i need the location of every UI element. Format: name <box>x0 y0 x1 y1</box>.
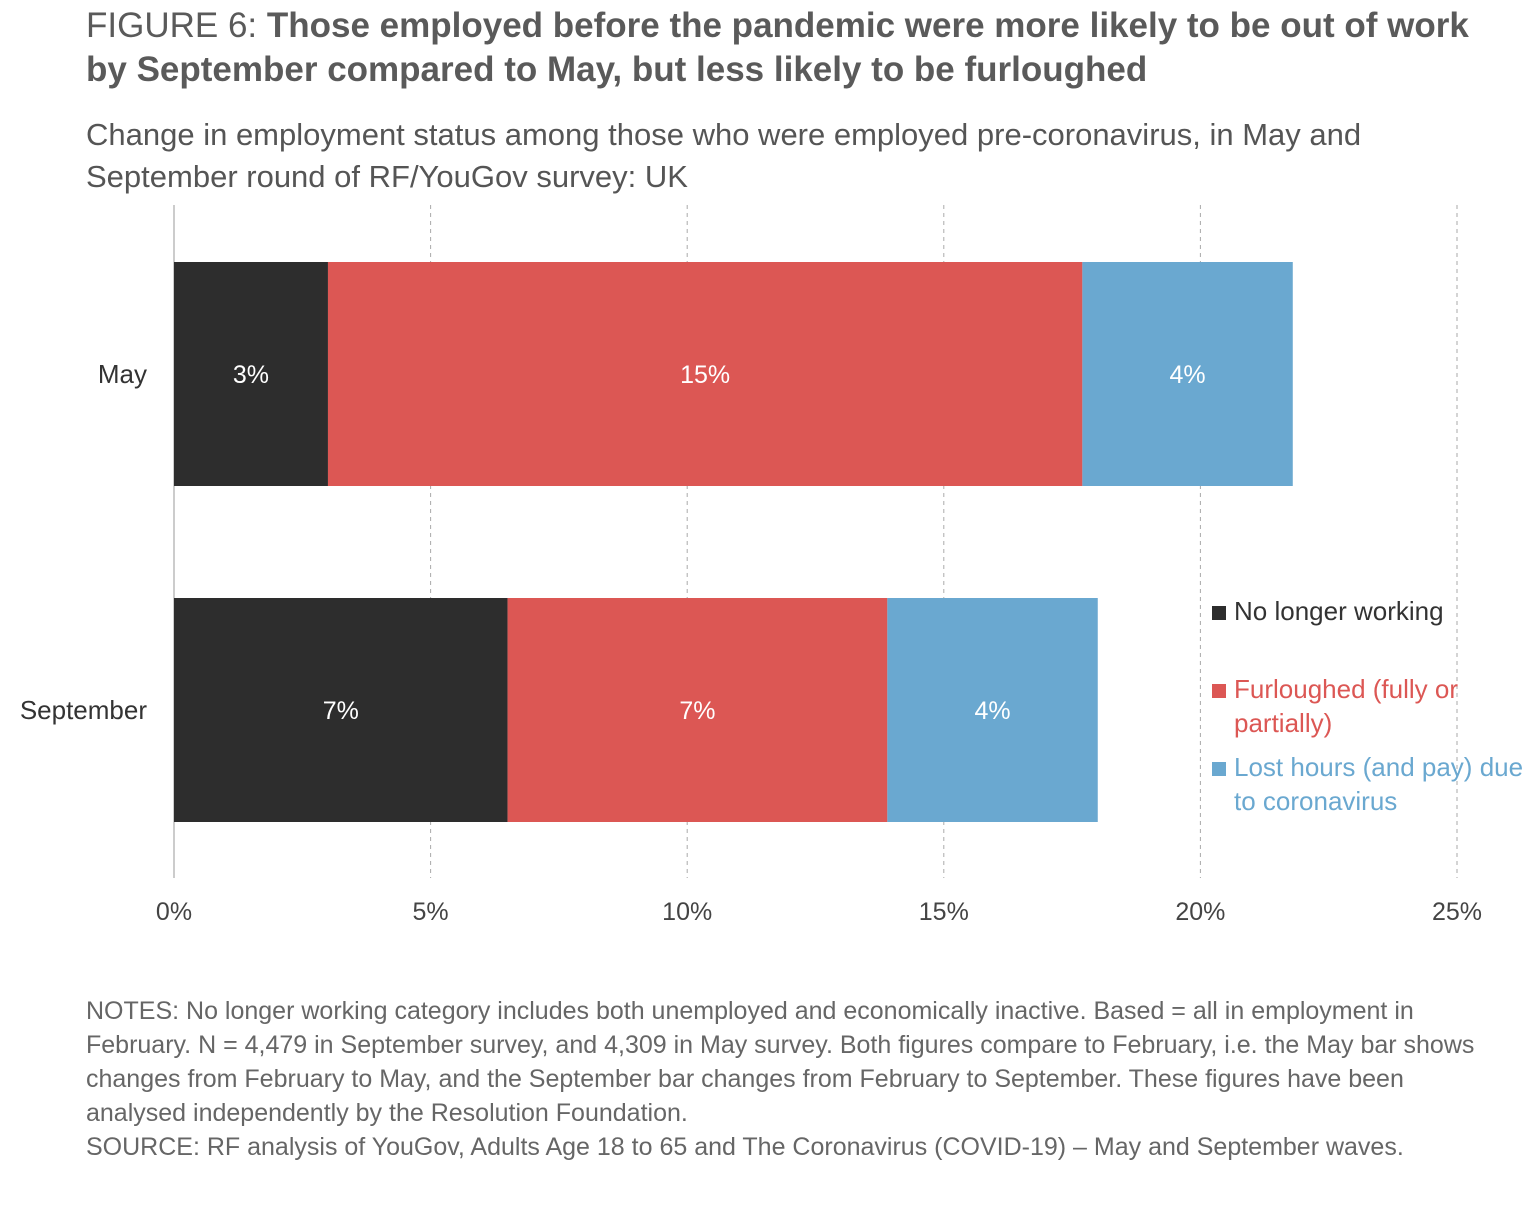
bar-segment <box>507 598 888 822</box>
legend-swatch <box>1212 606 1226 620</box>
data-label: 4% <box>1169 361 1205 389</box>
legend-label: Lost hours (and pay) due to coronavirus <box>1234 752 1524 816</box>
bar-segment <box>1082 262 1293 486</box>
legend-label: No longer working <box>1234 596 1444 626</box>
bar-segment <box>174 262 328 486</box>
x-tick-label: 0% <box>156 898 192 926</box>
bar-segment <box>174 598 508 822</box>
x-tick-label: 25% <box>1432 898 1482 926</box>
category-label: September <box>20 695 148 725</box>
chart-subtitle: Change in employment status among those … <box>86 117 1362 194</box>
data-label: 3% <box>233 361 269 389</box>
bar-segment <box>327 262 1083 486</box>
title-text: Those employed before the pandemic were … <box>86 6 1469 89</box>
legend-item: No longer working <box>1212 594 1524 628</box>
legend-swatch <box>1212 684 1226 698</box>
source: SOURCE: RF analysis of YouGov, Adults Ag… <box>86 1133 1404 1161</box>
chart-title: FIGURE 6: Those employed before the pand… <box>86 4 1506 92</box>
data-label: 4% <box>974 697 1010 725</box>
chart: 0% 5% 10% 15% 20% 25% May 3% 15% 4% September 7% 7% 4… <box>20 205 1482 926</box>
data-label: 7% <box>323 697 359 725</box>
notes: NOTES: No longer working category includ… <box>86 997 1475 1127</box>
bar-segment <box>887 598 1098 822</box>
category-label: May <box>98 359 147 389</box>
legend-item: Lost hours (and pay) due to coronavirus <box>1212 750 1524 818</box>
data-label: 7% <box>679 697 715 725</box>
legend-label: Furloughed (fully or partially) <box>1234 674 1458 738</box>
x-tick-label: 20% <box>1175 898 1225 926</box>
figure-label: FIGURE 6: <box>86 6 258 45</box>
x-tick-label: 15% <box>919 898 969 926</box>
x-tick-label: 5% <box>413 898 449 926</box>
x-tick-label: 10% <box>662 898 712 926</box>
legend-swatch <box>1212 762 1226 776</box>
data-label: 15% <box>680 361 730 389</box>
legend-item: Furloughed (fully or partially) <box>1212 672 1524 740</box>
notes-block: NOTES: No longer working category includ… <box>86 994 1486 1164</box>
